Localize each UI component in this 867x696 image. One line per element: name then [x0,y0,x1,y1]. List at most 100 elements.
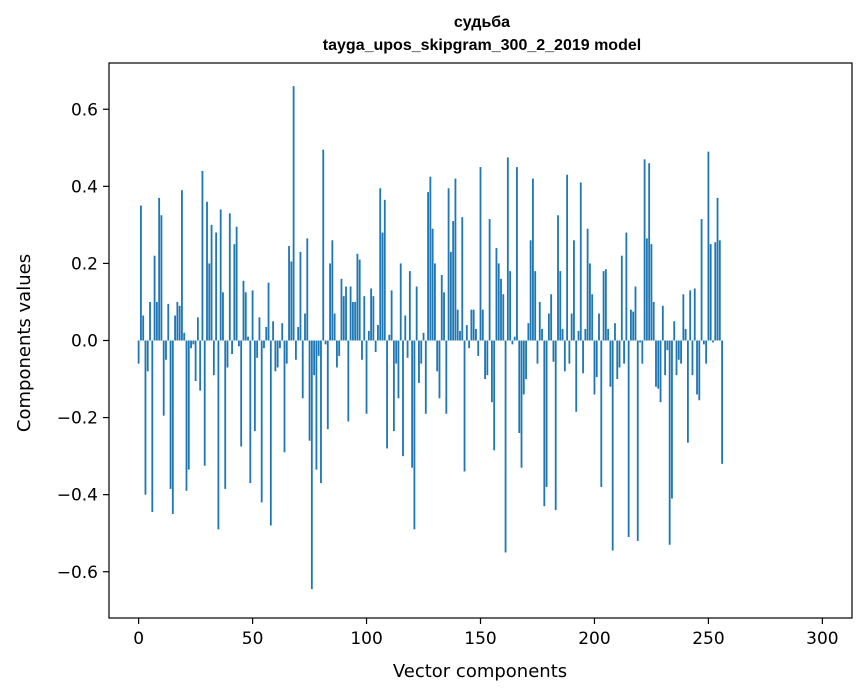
bar-142 [461,217,464,341]
bar-238 [680,340,682,364]
bar-17 [176,301,179,341]
bar-182 [552,340,555,362]
y-axis-ticks: −0.6 −0.4 −0.2 0.0 0.2 0.4 0.6 [57,100,109,583]
bar-144 [465,325,468,341]
bar-188 [566,174,569,341]
chart-subtitle: tayga_upos_skipgram_300_2_2019 model [323,37,641,54]
bar-244 [693,288,696,341]
bar-39 [226,340,229,368]
bar-92 [347,340,350,422]
bar-35 [217,340,220,530]
bar-137 [449,251,452,341]
bar-241 [686,340,689,443]
bar-205 [604,269,607,341]
bar-253 [714,242,717,341]
bar-108 [383,199,386,341]
bar-232 [666,340,669,351]
bar-1 [140,205,142,341]
bar-211 [618,340,621,368]
bar-201 [595,340,598,378]
bar-71 [299,251,302,341]
x-tick-label: 50 [242,629,264,649]
bar-235 [673,321,676,341]
bar-170 [525,340,527,380]
bar-214 [625,232,628,341]
bar-192 [575,340,578,412]
bar-132 [438,340,441,399]
bar-49 [249,340,252,484]
bar-225 [650,244,653,341]
bar-150 [479,167,482,341]
bar-184 [557,215,559,341]
bar-204 [602,271,605,341]
bar-130 [434,263,436,341]
bar-140 [456,309,459,341]
bar-90 [342,296,345,341]
bar-85 [331,240,334,341]
bar-180 [547,313,550,341]
bar-95 [354,301,357,341]
bar-249 [705,340,708,364]
bar-254 [716,197,719,341]
bar-217 [632,311,635,341]
bar-87 [336,340,338,368]
bar-61 [276,340,279,368]
bar-168 [520,340,523,468]
y-tick-label: 0.2 [71,254,98,274]
bar-174 [534,271,537,341]
bar-79 [317,340,320,356]
bar-236 [675,340,678,376]
bar-135 [445,340,448,414]
y-tick-label: −0.6 [57,563,98,583]
bar-155 [490,340,493,403]
bar-136 [447,188,450,341]
bar-22 [187,340,190,470]
bar-146 [470,309,473,341]
bar-240 [684,328,687,341]
x-tick-label: 200 [578,629,610,649]
bar-161 [504,340,507,553]
bar-189 [568,340,571,364]
bar-250 [707,151,710,341]
bar-96 [356,253,359,341]
bar-105 [377,325,379,341]
x-axis-label: Vector components [393,661,567,682]
bar-0 [137,340,140,364]
bar-234 [671,340,673,499]
bar-162 [506,157,509,341]
bar-149 [477,340,480,356]
bar-129 [431,228,434,341]
bar-195 [582,340,584,374]
bar-47 [244,292,247,341]
bar-2 [142,315,145,341]
bar-7 [153,255,156,341]
bar-28 [201,170,204,341]
bar-54 [260,340,263,503]
x-tick-label: 150 [464,629,496,649]
bar-25 [194,340,197,381]
bar-51 [253,340,256,432]
bar-245 [696,340,698,395]
bar-226 [652,301,655,341]
plot-frame [108,62,853,619]
bar-24 [192,340,195,345]
bar-68 [292,86,295,341]
bar-213 [623,340,625,364]
bar-70 [297,327,300,341]
bar-12 [165,340,167,360]
bar-227 [655,340,657,387]
bar-26 [196,317,199,341]
x-axis-ticks: 0 50 100 150 200 250 300 [133,618,839,649]
bar-86 [333,313,336,341]
bar-6 [151,340,154,513]
bar-99 [363,296,366,341]
bar-73 [304,313,306,341]
bar-123 [418,340,420,383]
bar-36 [219,209,222,341]
bar-251 [709,244,712,341]
bar-103 [372,296,375,341]
bar-159 [500,278,502,341]
bar-84 [329,263,331,341]
bar-4 [146,340,149,372]
bar-157 [495,248,498,341]
